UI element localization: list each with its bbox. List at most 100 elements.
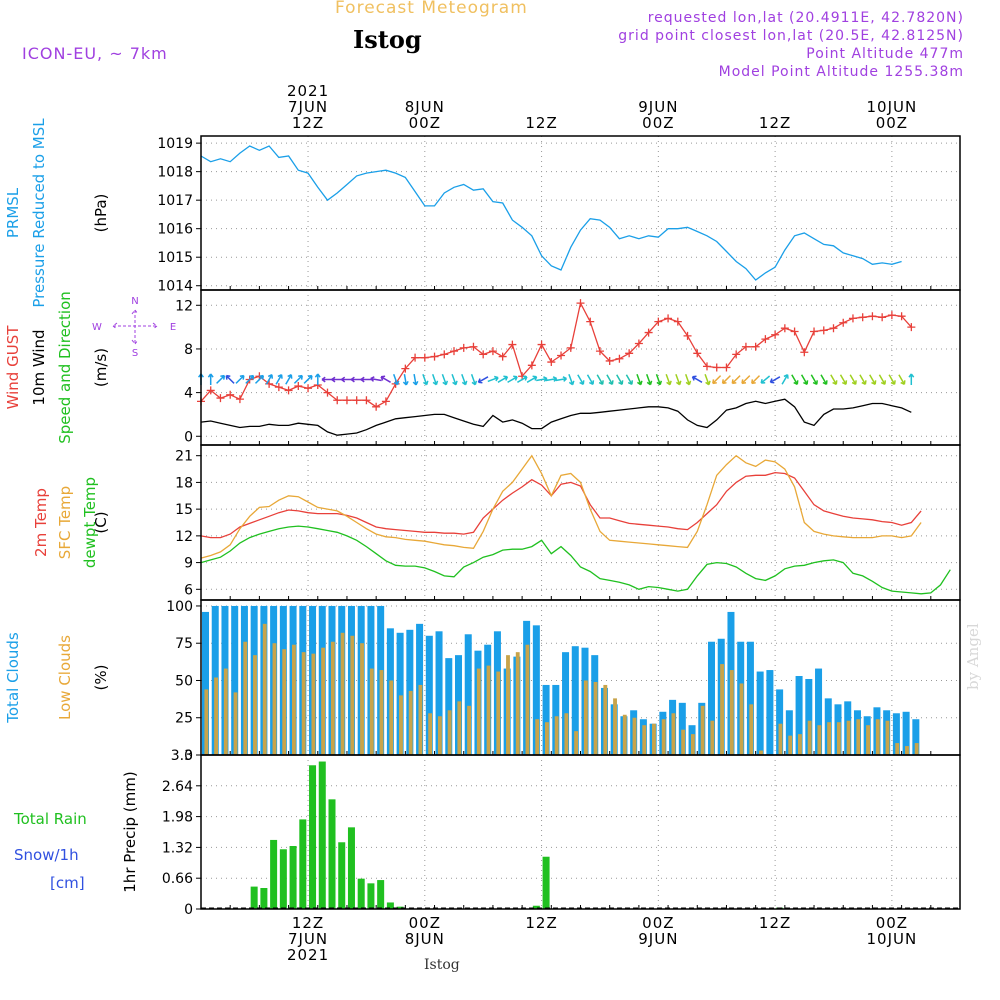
y-tick-label: 2.64 [162, 779, 193, 795]
bar-clouds [360, 643, 364, 755]
bar-clouds [746, 641, 754, 755]
y-tick-label: 12 [175, 298, 193, 314]
bar-clouds [435, 631, 443, 755]
bottom-time-label: 12Z [292, 914, 324, 932]
bar-clouds [282, 649, 287, 755]
bar-clouds [562, 652, 570, 755]
wind-arrow [820, 374, 828, 385]
bottom-time-label: 00Z [642, 914, 674, 932]
bar-clouds [564, 713, 569, 755]
bar-clouds [788, 735, 793, 755]
footer-location: Istog [424, 957, 460, 973]
panel-frame [200, 444, 961, 601]
wind-arrow [596, 374, 604, 385]
bar-clouds [389, 680, 394, 755]
panel-label-clouds: Low Clouds [56, 635, 74, 720]
bottom-time-label: 00Z [409, 914, 441, 932]
wind-arrow [285, 374, 293, 385]
panel-label-precip: Total Rain [13, 810, 87, 828]
top-time-label: 7JUN [288, 98, 328, 116]
bar-precip [347, 827, 355, 909]
gust-marker [274, 383, 283, 392]
gust-marker [527, 361, 536, 370]
bar-clouds [892, 713, 900, 755]
wind-arrow [645, 374, 653, 386]
wind-arrow [721, 375, 731, 385]
bar-precip [386, 902, 394, 909]
bar-clouds [700, 705, 705, 755]
wind-arrow [625, 374, 634, 385]
grid-point-coords: grid point closest lon,lat (20.5E, 42.81… [618, 28, 964, 44]
unit-label-pressure: (hPa) [92, 194, 110, 233]
gust-marker [732, 350, 741, 359]
wind-arrow [577, 374, 585, 385]
panel-label-temperature: SFC Temp [56, 486, 74, 559]
bar-clouds [532, 625, 540, 755]
wind-arrow [402, 373, 409, 386]
y-tick-label: 8 [184, 342, 193, 358]
gust-marker [858, 313, 867, 322]
y-tick-label: 0.66 [162, 871, 193, 887]
gust-marker [323, 388, 332, 397]
bar-clouds [766, 670, 774, 755]
bar-precip [328, 799, 336, 909]
top-time-label: 12Z [525, 114, 557, 132]
panel-label-temperature: dewpt Temp [81, 477, 99, 568]
bar-clouds [291, 644, 296, 755]
wind-arrow [235, 374, 245, 384]
panel-label-pressure: Pressure Reduced to MSL [30, 118, 48, 308]
wind-arrow [760, 375, 771, 384]
bar-clouds [912, 719, 920, 755]
gust-marker [693, 349, 702, 358]
bottom-time-label: 10JUN [867, 930, 918, 948]
gust-marker [800, 348, 809, 357]
bar-clouds [542, 684, 550, 755]
wind-arrow [526, 375, 538, 383]
bar-clouds [795, 676, 803, 755]
wind-arrow [380, 375, 391, 383]
gust-marker [420, 353, 429, 362]
wind-arrow [869, 374, 877, 385]
bar-clouds [457, 701, 462, 755]
bar-clouds [437, 716, 442, 755]
series-line-temperature [200, 454, 922, 559]
gust-marker [235, 395, 244, 404]
wind-arrow [245, 374, 255, 384]
wind-arrow [751, 375, 761, 385]
compass-s: S [132, 348, 138, 359]
bar-precip [377, 880, 385, 909]
bar-precip [318, 761, 326, 909]
wind-arrow [360, 376, 372, 383]
wind-arrow [314, 373, 321, 385]
bar-precip [289, 846, 297, 909]
wind-arrow [636, 374, 643, 386]
panel-label-wind: 10m Wind [30, 329, 48, 405]
bottom-time-label: 8JUN [405, 930, 445, 948]
gust-marker [440, 350, 449, 359]
bar-clouds [902, 711, 910, 755]
gust-marker [703, 362, 711, 371]
gust-marker [625, 349, 634, 358]
bar-clouds [710, 720, 715, 755]
top-time-label: 00Z [642, 114, 674, 132]
gust-marker [411, 353, 420, 362]
bar-clouds [759, 750, 763, 755]
bar-clouds [272, 643, 277, 755]
bar-clouds [632, 717, 637, 755]
wind-arrow [422, 374, 429, 386]
y-tick-label: 1017 [157, 193, 193, 209]
panel-label-precip: [cm] [50, 874, 85, 892]
gust-marker [664, 314, 673, 323]
wind-arrow [859, 374, 867, 385]
bar-clouds [464, 634, 472, 755]
location-title: Istog [353, 25, 422, 54]
unit-label-clouds: (%) [92, 665, 110, 691]
gust-marker [479, 350, 488, 359]
unit-label-temperature: (C) [92, 511, 110, 533]
y-tick-label: 1019 [157, 136, 193, 152]
y-tick-label: 1014 [157, 279, 193, 295]
gust-marker [810, 327, 819, 336]
y-tick-label: 9 [184, 556, 193, 572]
bar-clouds [399, 695, 403, 755]
bar-clouds [525, 644, 530, 755]
